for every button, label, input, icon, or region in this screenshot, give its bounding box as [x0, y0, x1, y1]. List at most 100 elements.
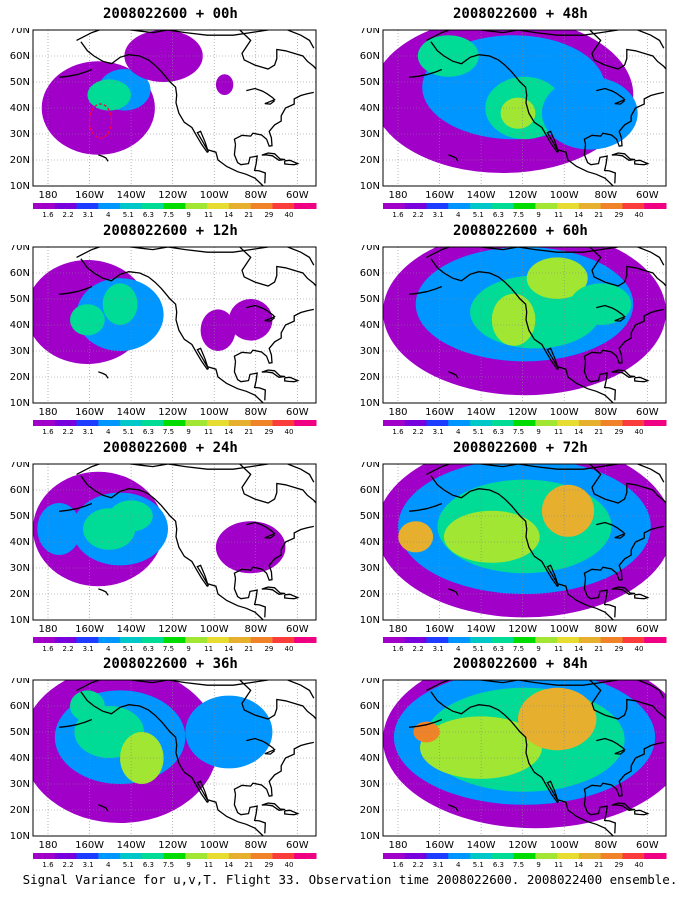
colorbar-label: 11: [204, 211, 213, 219]
colorbar-label: 11: [204, 861, 213, 869]
lat-tick-label: 70N: [10, 678, 30, 686]
lat-tick-label: 10N: [360, 831, 380, 842]
coastline: [589, 247, 666, 288]
variance-patch: [215, 74, 234, 95]
colorbar-segment: [250, 853, 273, 859]
colorbar-label: 21: [244, 861, 253, 869]
colorbar-label: 3.1: [83, 861, 94, 869]
coastline: [59, 718, 93, 728]
map-frame: [382, 463, 667, 621]
colorbar-segment: [141, 637, 165, 643]
colorbar-label: 1.6: [42, 861, 54, 869]
colorbar-segment: [491, 637, 515, 643]
lat-tick-label: 10N: [360, 181, 380, 192]
colorbar-segment: [76, 203, 99, 209]
colorbar-segment: [54, 420, 78, 426]
colorbar-label: 1.6: [392, 211, 404, 219]
colorbar-segment: [426, 420, 449, 426]
forecast-map: 70N 60N 50N 40N 30N 20N 10N 180 160W 140W 120W 100W…: [10, 28, 317, 219]
colorbar-segment: [622, 853, 645, 859]
coastline: [287, 464, 315, 483]
coastline: [583, 578, 616, 618]
colorbar-segment: [120, 420, 143, 426]
lat-tick-label: 60N: [10, 51, 30, 62]
coastline: [409, 68, 443, 78]
colorbar-label: 3.1: [433, 211, 444, 219]
lon-tick-label: 160W: [425, 624, 454, 635]
colorbar-label: 4: [456, 211, 461, 219]
variance-patch: [417, 35, 479, 77]
colorbar-label: 11: [554, 211, 563, 219]
colorbar-label: 4: [456, 428, 461, 436]
colorbar-label: 6.3: [143, 645, 154, 653]
lat-tick-label: 30N: [360, 563, 380, 574]
lat-tick-label: 40N: [10, 103, 30, 114]
lon-tick-label: 180: [38, 407, 57, 418]
colorbar-segment: [383, 420, 406, 426]
colorbar-label: 9: [536, 211, 540, 219]
lon-tick-label: 60W: [636, 624, 659, 635]
colorbar-segment: [535, 203, 558, 209]
colorbar-segment: [272, 420, 295, 426]
colorbar-segment: [600, 853, 623, 859]
lon-tick-label: 140W: [117, 840, 146, 851]
colorbar-segment: [54, 203, 78, 209]
colorbar-segment: [513, 853, 536, 859]
coastline: [634, 376, 650, 383]
lat-tick-label: 10N: [360, 615, 380, 626]
lat-tick-label: 50N: [360, 77, 380, 88]
coastline: [637, 247, 665, 266]
forecast-map: 70N 60N 50N 40N 30N 20N 10N 180 160W 140W 120W 100W…: [10, 678, 317, 869]
coastline: [611, 586, 636, 595]
coastline: [76, 30, 269, 41]
colorbar-label: 5.1: [123, 211, 134, 219]
coastline: [233, 144, 266, 184]
colorbar-label: 9: [536, 428, 540, 436]
colorbar-label: 4: [456, 645, 461, 653]
coastline: [426, 30, 619, 41]
colorbar-label: 40: [285, 211, 294, 219]
coastline: [430, 41, 615, 186]
coastline: [583, 741, 664, 797]
colorbar-label: 7.5: [513, 428, 524, 436]
colorbar-label: 40: [635, 645, 644, 653]
colorbar-segment: [250, 203, 273, 209]
colorbar-label: 2.2: [413, 428, 424, 436]
lon-tick-label: 60W: [286, 190, 309, 201]
coastline: [634, 159, 650, 166]
lat-tick-label: 40N: [10, 320, 30, 331]
colorbar-segment: [383, 637, 406, 643]
colorbar-segment: [448, 853, 471, 859]
colorbar-segment: [644, 203, 667, 209]
panel-title: 2008022600 + 72h: [453, 440, 588, 456]
coastline: [239, 247, 316, 288]
lon-tick-label: 60W: [636, 190, 659, 201]
colorbar-segment: [470, 853, 493, 859]
colorbar-segment: [491, 420, 515, 426]
coastline: [583, 794, 616, 834]
coastline: [583, 308, 664, 364]
colorbar-label: 21: [594, 428, 603, 436]
lon-tick-label: 180: [38, 624, 57, 635]
coastline: [637, 30, 665, 49]
colorbar-segment: [207, 637, 230, 643]
colorbar-label: 11: [554, 645, 563, 653]
colorbar-label: 5.1: [123, 428, 134, 436]
lon-tick-label: 180: [388, 624, 407, 635]
colorbar-label: 29: [264, 428, 273, 436]
coastline: [239, 680, 316, 721]
colorbar-segment: [141, 853, 165, 859]
colorbar-segment: [98, 420, 121, 426]
coastline: [287, 680, 315, 699]
lon-tick-label: 140W: [117, 190, 146, 201]
colorbar-segment: [76, 420, 99, 426]
colorbar-label: 14: [574, 428, 583, 436]
coastline: [426, 680, 619, 691]
lon-tick-label: 80W: [594, 624, 617, 635]
coastline: [589, 464, 666, 505]
colorbar-segment: [185, 637, 208, 643]
colorbar-label: 7.5: [163, 428, 174, 436]
colorbar-label: 3.1: [433, 645, 444, 653]
colorbar-segment: [470, 637, 493, 643]
lon-tick-label: 100W: [200, 190, 229, 201]
